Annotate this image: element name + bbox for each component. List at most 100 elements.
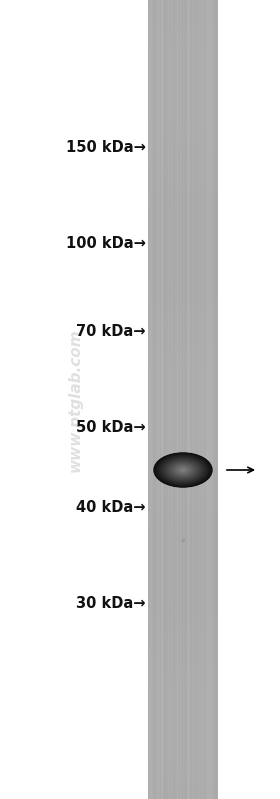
Bar: [148, 300, 218, 311]
Bar: [148, 449, 218, 460]
Ellipse shape: [167, 461, 199, 479]
Bar: [178, 0, 180, 799]
Bar: [148, 10, 218, 21]
Bar: [148, 510, 218, 520]
Text: www.ptglab.com: www.ptglab.com: [67, 328, 83, 472]
Bar: [170, 0, 172, 799]
Bar: [148, 719, 218, 730]
Bar: [156, 0, 158, 799]
Ellipse shape: [169, 462, 197, 478]
Ellipse shape: [181, 469, 185, 471]
Bar: [164, 0, 166, 799]
Bar: [216, 0, 217, 799]
Ellipse shape: [156, 455, 210, 486]
Bar: [148, 539, 218, 551]
Bar: [148, 710, 218, 720]
Bar: [148, 459, 218, 471]
Ellipse shape: [157, 455, 209, 485]
Ellipse shape: [155, 454, 211, 486]
Bar: [157, 0, 159, 799]
Bar: [154, 0, 155, 799]
Bar: [148, 579, 218, 590]
Bar: [148, 220, 218, 231]
Bar: [148, 0, 218, 11]
Ellipse shape: [160, 456, 206, 483]
Ellipse shape: [165, 459, 200, 480]
Ellipse shape: [171, 463, 195, 477]
Bar: [210, 0, 211, 799]
Bar: [148, 30, 218, 41]
Bar: [148, 789, 218, 799]
Bar: [190, 0, 192, 799]
Bar: [209, 0, 210, 799]
Bar: [161, 0, 162, 799]
Bar: [148, 350, 218, 360]
Bar: [148, 639, 218, 650]
Bar: [148, 190, 218, 201]
Bar: [148, 479, 218, 491]
Bar: [148, 160, 218, 171]
Bar: [148, 180, 218, 191]
Bar: [183, 0, 185, 799]
Bar: [207, 0, 209, 799]
Bar: [148, 209, 218, 221]
Bar: [148, 369, 218, 380]
Bar: [148, 60, 218, 71]
Bar: [148, 400, 218, 411]
Bar: [168, 0, 169, 799]
Bar: [211, 0, 213, 799]
Bar: [174, 0, 175, 799]
Ellipse shape: [179, 467, 187, 472]
Text: 70 kDa→: 70 kDa→: [76, 324, 146, 339]
Bar: [167, 0, 168, 799]
Bar: [148, 20, 218, 31]
Bar: [148, 679, 218, 690]
Ellipse shape: [158, 455, 208, 485]
Ellipse shape: [162, 458, 204, 483]
Bar: [148, 120, 218, 131]
Bar: [148, 380, 218, 391]
Text: 30 kDa→: 30 kDa→: [76, 597, 146, 611]
Bar: [148, 630, 218, 640]
Bar: [148, 320, 218, 331]
Bar: [148, 109, 218, 121]
Bar: [148, 280, 218, 291]
Ellipse shape: [166, 460, 200, 479]
Ellipse shape: [160, 457, 206, 483]
Bar: [197, 0, 199, 799]
Bar: [148, 150, 218, 161]
Ellipse shape: [176, 466, 190, 474]
Bar: [198, 0, 200, 799]
Bar: [148, 340, 218, 351]
Bar: [191, 0, 193, 799]
Bar: [205, 0, 207, 799]
Bar: [148, 659, 218, 670]
Bar: [155, 0, 157, 799]
Bar: [148, 699, 218, 710]
Bar: [148, 499, 218, 511]
Bar: [148, 409, 218, 420]
Ellipse shape: [177, 467, 189, 473]
Bar: [217, 0, 218, 799]
Bar: [148, 619, 218, 630]
Bar: [181, 0, 182, 799]
Bar: [148, 230, 218, 240]
Bar: [182, 0, 183, 799]
Bar: [148, 360, 218, 371]
Bar: [184, 0, 186, 799]
Ellipse shape: [164, 459, 202, 481]
Bar: [192, 0, 194, 799]
Bar: [179, 0, 181, 799]
Bar: [148, 170, 218, 181]
Bar: [149, 0, 151, 799]
Bar: [199, 0, 201, 799]
Bar: [148, 649, 218, 660]
Bar: [148, 389, 218, 400]
Bar: [195, 0, 196, 799]
Bar: [151, 0, 153, 799]
Bar: [172, 0, 174, 799]
Text: 150 kDa→: 150 kDa→: [66, 141, 146, 156]
Ellipse shape: [172, 463, 194, 476]
Bar: [148, 50, 218, 61]
Ellipse shape: [171, 463, 195, 477]
